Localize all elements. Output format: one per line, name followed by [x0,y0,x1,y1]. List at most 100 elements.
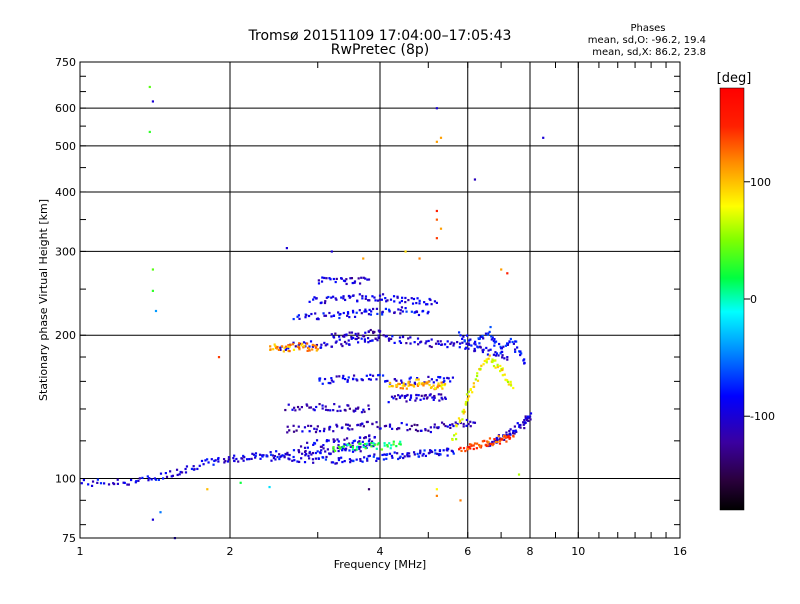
echo-point [291,459,294,462]
echo-point [512,429,515,433]
echo-point [358,309,361,312]
echo-point [343,340,347,344]
echo-point [317,457,320,460]
echo-point [386,453,389,456]
echo-point [252,453,256,456]
echo-point [342,445,345,448]
echo-point [398,340,401,343]
echo-point [399,387,402,390]
echo-point [377,442,380,445]
echo-point [293,406,296,409]
echo-point [153,477,156,480]
echo-point [179,470,182,474]
echo-point [342,295,345,298]
echo-point [313,344,316,347]
echo-point [176,473,179,477]
echo-point [420,382,424,386]
echo-point [429,426,432,429]
echo-point [494,351,497,354]
echo-point [444,397,447,401]
echo-point [324,314,328,317]
echo-point [439,340,442,343]
echo-point [250,457,253,460]
echo-point [371,307,375,311]
echo-point [383,442,386,445]
echo-point [511,340,514,344]
echo-point [337,440,340,443]
echo-point [434,342,438,345]
echo-point [326,448,329,451]
echo-point [268,485,271,489]
echo-point [321,382,324,385]
echo-point [348,296,351,299]
echo-point [369,378,372,381]
echo-point [489,442,492,446]
axis-ticks: 1 2 4 6 8 10 16 75 100 200 300 400 500 600 750 [55,56,687,558]
echo-point [449,342,452,346]
echo-point [381,293,385,296]
echo-point [417,394,420,397]
echo-point [443,382,447,386]
echo-point [294,409,297,412]
echo-point [162,477,165,480]
echo-point [323,341,326,345]
echo-point [496,363,499,366]
echo-point [404,301,407,304]
echo-point [415,301,418,305]
echo-point [335,423,338,426]
echo-point [375,447,378,450]
echo-point [502,345,505,348]
echo-point [418,381,421,384]
x-tick-label: 16 [673,545,687,558]
echo-point [451,450,455,453]
echo-point [325,439,329,442]
echo-point [251,452,254,455]
echo-point [404,250,407,253]
y-axis-label: Stationary phase Virtual Height [km] [37,199,50,401]
echo-point [472,382,475,385]
echo-point [328,277,331,280]
colorbar-tick-label: 100 [750,176,771,189]
echo-point [314,451,317,455]
x-tick-label: 8 [527,545,534,558]
echo-point [439,453,442,456]
echo-point [418,302,421,305]
echo-point [389,447,392,450]
echo-point [301,452,304,455]
echo-point [517,473,521,476]
echo-point [399,312,402,315]
echo-point [359,445,362,449]
echo-point [224,459,227,463]
echo-point [342,374,345,378]
echo-point [435,379,438,382]
echo-point [410,383,413,387]
echo-point [330,296,333,299]
echo-point [392,443,395,446]
echo-point [367,404,370,407]
data-points [80,85,545,540]
echo-point [504,378,507,381]
echo-point [413,381,416,384]
echo-point [420,394,423,397]
echo-point [350,459,353,462]
echo-point [217,356,221,359]
echo-point [425,340,428,343]
echo-point [421,310,424,313]
echo-point [424,342,427,345]
echo-point [358,293,361,296]
echo-point [254,456,257,459]
echo-point [304,449,307,453]
echo-point [342,297,345,300]
echo-point [397,457,400,461]
echo-point [308,345,311,348]
echo-point [447,447,450,451]
echo-point [497,354,500,357]
echo-point [288,458,291,461]
echo-point [339,409,342,412]
echo-point [505,379,508,382]
echo-point [488,330,491,334]
echo-point [354,449,357,452]
echo-point [284,408,287,412]
echo-point [499,352,502,355]
stats-line-o: mean, sd,O: -96.2, 19.4 [588,35,706,46]
